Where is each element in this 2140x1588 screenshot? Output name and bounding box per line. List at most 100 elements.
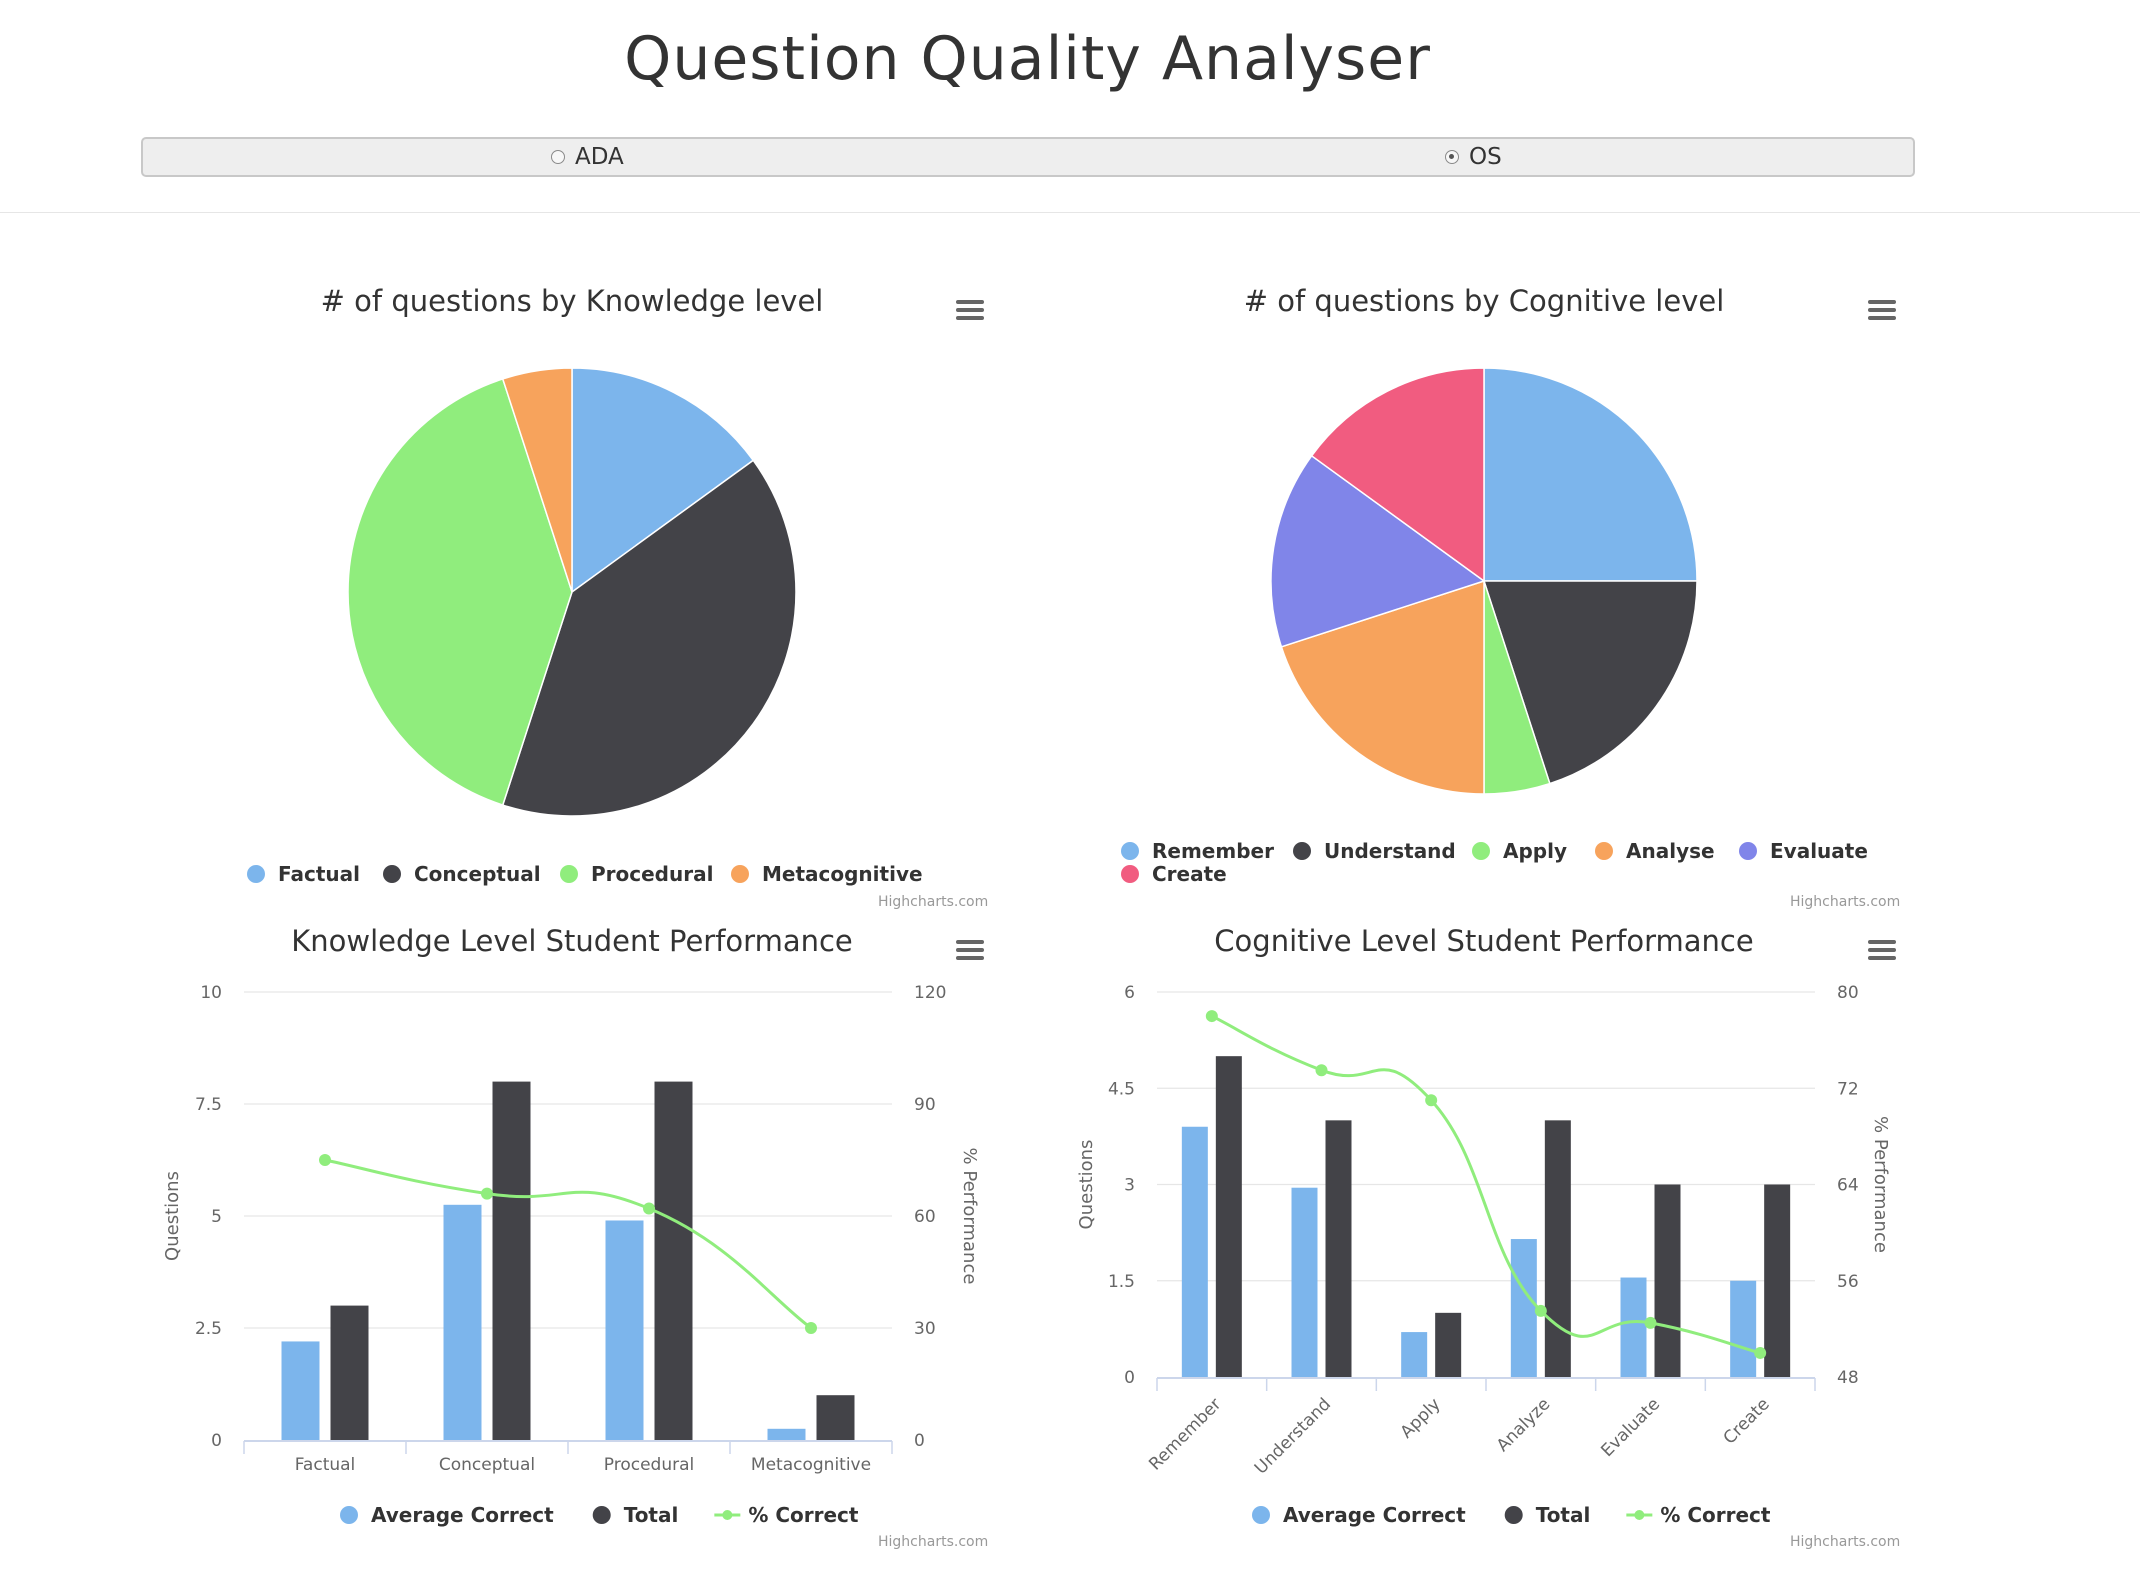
chart-4-menu-icon[interactable] <box>1868 940 1898 964</box>
chart-4-y2tick: 80 <box>1837 983 1859 1003</box>
chart-2-slice-create[interactable] <box>1310 367 1485 583</box>
radio-ada[interactable]: ADA <box>551 139 624 175</box>
chart-1-slice-metacognitive[interactable] <box>501 367 573 593</box>
chart-3-y2tick: 30 <box>914 1319 936 1339</box>
chart-4-legend-marker-total[interactable] <box>1504 1506 1523 1524</box>
chart-4-point-understand[interactable] <box>1315 1064 1328 1077</box>
chart-2-legend-remember: Remember <box>1152 839 1274 863</box>
chart-1-legend-marker-procedural[interactable] <box>560 865 578 883</box>
chart-1-legend-marker-conceptual[interactable] <box>383 865 401 883</box>
chart-1-menu-icon[interactable] <box>956 300 986 324</box>
chart-3-legend-marker-total[interactable] <box>592 1506 611 1524</box>
chart-1-legend-marker-metacognitive[interactable] <box>731 865 749 883</box>
chart-3-menu-icon[interactable] <box>956 940 986 964</box>
chart-3-legend-marker-average-correct[interactable] <box>340 1506 358 1524</box>
chart-4-bar-total-analyze[interactable] <box>1544 1120 1571 1377</box>
chart-3-y2tick: 90 <box>914 1095 936 1115</box>
chart-3-line-correct[interactable] <box>324 1158 812 1330</box>
chart-4-bar-total-remember[interactable] <box>1215 1056 1242 1377</box>
chart-4-y2label: % Performance <box>1870 1116 1891 1253</box>
chart-4-credits[interactable]: Highcharts.com <box>1790 1534 1901 1550</box>
chart-1-legend-metacognitive: Metacognitive <box>762 862 923 886</box>
chart-1-legend-factual: Factual <box>278 862 360 886</box>
chart-2-legend-marker-understand[interactable] <box>1293 842 1311 860</box>
chart-3-point-factual[interactable] <box>319 1154 331 1166</box>
radio-os-circle[interactable] <box>1445 150 1459 164</box>
chart-4-xlabel-remember: Remember <box>1145 1394 1225 1474</box>
chart-4-point-apply[interactable] <box>1425 1094 1438 1107</box>
chart-4-bar-total-evaluate[interactable] <box>1654 1184 1681 1378</box>
chart-4-legend-marker-average-correct[interactable] <box>1252 1506 1270 1524</box>
chart-2-legend-marker-evaluate[interactable] <box>1739 842 1757 860</box>
chart-3-point-conceptual[interactable] <box>481 1187 493 1200</box>
chart-1-slice-procedural[interactable] <box>347 378 573 806</box>
chart-4-bar-average-correct-create[interactable] <box>1730 1280 1757 1377</box>
chart-3-bar-total-factual[interactable] <box>330 1305 369 1440</box>
chart-4-bar-average-correct-analyze[interactable] <box>1510 1239 1537 1377</box>
chart-4-bar-average-correct-understand[interactable] <box>1291 1187 1318 1377</box>
chart-3-title: Knowledge Level Student Performance <box>291 924 853 958</box>
chart-3-bar-total-procedural[interactable] <box>654 1081 693 1440</box>
chart-2-legend-marker-create[interactable] <box>1121 865 1139 883</box>
chart-4-legend-total: Total <box>1536 1503 1591 1527</box>
chart-4-xlabel-analyze: Analyze <box>1493 1394 1555 1456</box>
chart-4-ytick: 4.5 <box>1108 1079 1135 1099</box>
chart-3-point-metacognitive[interactable] <box>805 1322 817 1334</box>
chart-4-bar-average-correct-evaluate[interactable] <box>1620 1277 1647 1377</box>
chart-2-legend-marker-remember[interactable] <box>1121 842 1139 860</box>
chart-3-legend-total: Total <box>624 1503 679 1527</box>
chart-3-ytick: 5 <box>211 1207 222 1227</box>
chart-2-title: # of questions by Cognitive level <box>1243 284 1725 318</box>
chart-2-slice-evaluate[interactable] <box>1270 454 1486 648</box>
chart-3-bar-average-correct-procedural[interactable] <box>605 1220 644 1440</box>
chart-1-slice-factual[interactable] <box>571 367 755 594</box>
chart-3-bar-total-conceptual[interactable] <box>492 1081 531 1440</box>
chart-4-y2tick: 56 <box>1837 1272 1859 1292</box>
chart-4-bar-total-understand[interactable] <box>1325 1120 1352 1377</box>
chart-1-legend-marker-factual[interactable] <box>247 865 265 883</box>
chart-2-slice-analyse[interactable] <box>1280 579 1485 795</box>
chart-3-ylabel: Questions <box>162 1171 183 1261</box>
chart-3-ytick: 10 <box>200 983 222 1003</box>
chart-3-bar-average-correct-conceptual[interactable] <box>443 1204 482 1440</box>
chart-4-legend-dot-correct[interactable] <box>1634 1510 1645 1520</box>
chart-4-bar-average-correct-remember[interactable] <box>1181 1126 1208 1377</box>
chart-1-credits[interactable]: Highcharts.com <box>878 894 989 910</box>
radio-ada-circle[interactable] <box>551 150 565 164</box>
chart-4-bar-total-create[interactable] <box>1764 1184 1791 1378</box>
chart-4-point-evaluate[interactable] <box>1644 1316 1657 1329</box>
chart-3-bar-average-correct-factual[interactable] <box>281 1341 320 1440</box>
radio-os-label: OS <box>1469 144 1502 170</box>
chart-2-legend-analyse: Analyse <box>1626 839 1715 863</box>
chart-4-point-analyze[interactable] <box>1534 1304 1547 1317</box>
chart-2-legend-marker-analyse[interactable] <box>1595 842 1613 860</box>
chart-1-slice-conceptual[interactable] <box>501 459 797 817</box>
chart-4-legend-correct: % Correct <box>1660 1503 1771 1527</box>
chart-4-point-create[interactable] <box>1754 1346 1767 1359</box>
chart-4-title: Cognitive Level Student Performance <box>1214 924 1754 958</box>
chart-3-bar-average-correct-metacognitive[interactable] <box>767 1428 806 1440</box>
chart-3-point-procedural[interactable] <box>643 1202 655 1215</box>
chart-2-legend-marker-apply[interactable] <box>1472 842 1490 860</box>
chart-4-xlabel-apply: Apply <box>1397 1394 1445 1442</box>
chart-3-y2label: % Performance <box>959 1148 980 1285</box>
chart-4-xlabel-understand: Understand <box>1251 1394 1335 1478</box>
chart-4-ylabel: Questions <box>1076 1140 1097 1230</box>
chart-4-bar-total-apply[interactable] <box>1435 1312 1462 1377</box>
chart-3-credits[interactable]: Highcharts.com <box>878 1534 989 1550</box>
chart-3-bar-total-metacognitive[interactable] <box>816 1395 855 1440</box>
chart-2-legend-evaluate: Evaluate <box>1770 839 1868 863</box>
chart-3-ytick: 2.5 <box>195 1319 222 1339</box>
chart-3-ytick: 0 <box>211 1431 222 1451</box>
chart-4-point-remember[interactable] <box>1205 1010 1218 1023</box>
chart-3-legend-dot-correct[interactable] <box>722 1510 733 1520</box>
chart-3-xlabel-procedural: Procedural <box>604 1455 694 1475</box>
chart-3-legend-average-correct: Average Correct <box>371 1503 554 1527</box>
chart-2-slice-remember[interactable] <box>1483 367 1698 582</box>
chart-4-bar-average-correct-apply[interactable] <box>1401 1332 1428 1377</box>
chart-2-slice-understand[interactable] <box>1482 580 1698 785</box>
chart-2-credits[interactable]: Highcharts.com <box>1790 894 1901 910</box>
chart-2-menu-icon[interactable] <box>1868 300 1898 324</box>
chart-4-legend-average-correct: Average Correct <box>1283 1503 1466 1527</box>
radio-os[interactable]: OS <box>1445 139 1502 175</box>
